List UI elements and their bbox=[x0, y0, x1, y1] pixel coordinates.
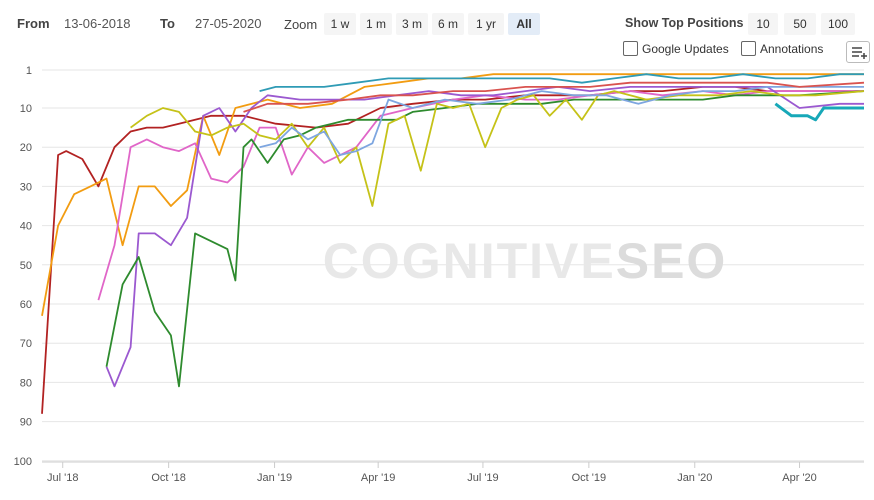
google-updates-toggle[interactable]: Google Updates bbox=[623, 41, 729, 56]
zoom-6m-button[interactable]: 6 m bbox=[432, 13, 464, 35]
y-tick-label: 50 bbox=[20, 260, 32, 272]
y-tick-label: 100 bbox=[14, 456, 32, 468]
chart-toolbar: From 13-06-2018 To 27-05-2020 Zoom 1 w 1… bbox=[0, 0, 874, 70]
to-label: To bbox=[160, 16, 175, 31]
series-line-2[interactable] bbox=[41, 73, 864, 316]
series-line-6[interactable] bbox=[130, 90, 865, 207]
y-tick-label: 1 bbox=[26, 65, 32, 77]
series-line-8[interactable] bbox=[259, 73, 864, 92]
top-50-button[interactable]: 50 bbox=[784, 13, 816, 35]
x-tick-label: Jan '20 bbox=[677, 472, 712, 484]
from-date-input[interactable]: 13-06-2018 bbox=[64, 16, 131, 31]
x-tick-label: Jan '19 bbox=[257, 472, 292, 484]
annotations-label: Annotations bbox=[760, 41, 824, 56]
watermark: COGNITIVESEO bbox=[323, 233, 728, 289]
chart-grid bbox=[42, 69, 864, 462]
zoom-3m-button[interactable]: 3 m bbox=[396, 13, 428, 35]
top-positions-label: Show Top Positions bbox=[625, 16, 744, 30]
y-tick-label: 20 bbox=[20, 142, 32, 154]
y-tick-label: 80 bbox=[20, 377, 32, 389]
x-tick-label: Oct '18 bbox=[151, 472, 186, 484]
x-tick-label: Jul '18 bbox=[47, 472, 78, 484]
top-100-button[interactable]: 100 bbox=[821, 13, 855, 35]
x-tick-label: Jul '19 bbox=[467, 472, 498, 484]
watermark-light: COGNITIVE bbox=[323, 233, 616, 289]
google-updates-checkbox[interactable] bbox=[623, 41, 638, 56]
zoom-1m-button[interactable]: 1 m bbox=[360, 13, 392, 35]
zoom-all-button[interactable]: All bbox=[508, 13, 540, 35]
from-label: From bbox=[17, 16, 50, 31]
series-line-10[interactable] bbox=[243, 81, 865, 113]
chart-menu-button[interactable] bbox=[846, 41, 870, 63]
to-date-input[interactable]: 27-05-2020 bbox=[195, 16, 262, 31]
series-line-7[interactable] bbox=[259, 86, 864, 156]
y-axis-ticks: 1 10 20 30 40 50 60 70 80 90 100 bbox=[14, 65, 32, 468]
x-tick-label: Apr '19 bbox=[361, 472, 396, 484]
y-tick-label: 60 bbox=[20, 299, 32, 311]
zoom-1w-button[interactable]: 1 w bbox=[324, 13, 356, 35]
series-line-9[interactable] bbox=[774, 102, 864, 122]
x-tick-label: Oct '19 bbox=[572, 472, 607, 484]
y-tick-label: 10 bbox=[20, 103, 32, 115]
y-tick-label: 70 bbox=[20, 338, 32, 350]
x-axis-ticks: Jul '18 Oct '18 Jan '19 Apr '19 Jul '19 Oct '… bbox=[42, 461, 864, 484]
google-updates-label: Google Updates bbox=[642, 41, 729, 56]
chart-series bbox=[41, 73, 865, 414]
zoom-label: Zoom bbox=[284, 17, 318, 32]
y-tick-label: 90 bbox=[20, 417, 32, 429]
watermark-bold: SEO bbox=[616, 233, 728, 289]
annotations-toggle[interactable]: Annotations bbox=[741, 41, 823, 56]
top-10-button[interactable]: 10 bbox=[748, 13, 778, 35]
y-tick-label: 40 bbox=[20, 221, 32, 233]
x-tick-label: Apr '20 bbox=[782, 472, 817, 484]
annotations-checkbox[interactable] bbox=[741, 41, 756, 56]
series-line-4[interactable] bbox=[105, 86, 865, 388]
zoom-1yr-button[interactable]: 1 yr bbox=[468, 13, 504, 35]
y-tick-label: 30 bbox=[20, 181, 32, 193]
chart-menu-icon bbox=[852, 47, 867, 59]
